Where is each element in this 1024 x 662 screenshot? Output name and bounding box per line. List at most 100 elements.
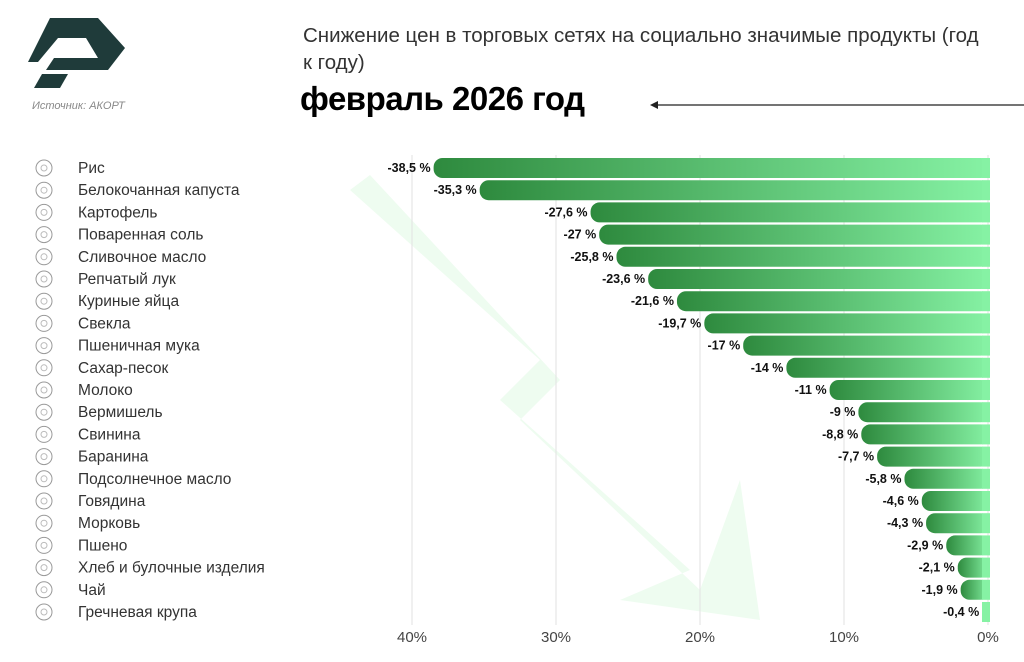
category-label: Морковь [78, 515, 140, 532]
bar [921, 491, 990, 511]
value-label: -0,4 % [943, 605, 979, 619]
x-tick-label: 30% [541, 629, 571, 646]
bar-end [982, 380, 990, 400]
value-label: -1,9 % [921, 583, 957, 597]
bar [704, 313, 990, 334]
value-label: -5,8 % [865, 472, 901, 486]
bar [786, 357, 990, 378]
bar-end [982, 513, 990, 534]
sunflower-oil-icon [35, 470, 53, 488]
bar-end [982, 446, 990, 467]
bar [479, 180, 990, 201]
bar-end [982, 180, 990, 201]
beet-icon [35, 314, 53, 332]
buckwheat-icon [35, 603, 53, 621]
x-tick-label: 0% [977, 629, 999, 646]
category-label: Сахар-песок [78, 360, 169, 377]
bar [926, 513, 990, 534]
value-label: -21,6 % [631, 294, 674, 308]
bar [877, 446, 990, 467]
bar [957, 557, 990, 578]
potato-icon [35, 203, 53, 221]
category-label: Свинина [78, 426, 141, 443]
akort-logo [28, 18, 125, 88]
milk-icon [35, 381, 53, 399]
bar-end [982, 602, 990, 622]
bar-end [982, 158, 990, 178]
value-label: -8,8 % [822, 427, 858, 441]
category-label: Гречневая крупа [78, 604, 197, 621]
bar-end [982, 357, 990, 378]
category-label: Картофель [78, 204, 157, 221]
value-label: -27 % [564, 228, 597, 242]
bar [858, 402, 990, 423]
onion-icon [35, 270, 53, 288]
value-label: -4,3 % [887, 516, 923, 530]
category-label: Молоко [78, 382, 133, 399]
chart-title: Снижение цен в торговых сетях на социаль… [303, 24, 979, 74]
value-label: -2,9 % [907, 538, 943, 552]
category-label: Свекла [78, 315, 131, 332]
category-label: Сливочное масло [78, 249, 206, 266]
bar-end [982, 313, 990, 334]
bar-end [982, 491, 990, 511]
flour-icon [35, 337, 53, 355]
bar [946, 535, 990, 556]
category-label: Репчатый лук [78, 271, 176, 288]
bar [676, 291, 990, 312]
chart-subtitle: февраль 2026 год [300, 80, 585, 117]
bar-end [982, 424, 990, 445]
bar-end [982, 557, 990, 578]
x-tick-label: 40% [397, 629, 427, 646]
category-label: Подсолнечное масло [78, 471, 231, 488]
tea-icon [35, 581, 53, 599]
bar [599, 224, 990, 245]
millet-icon [35, 536, 53, 554]
category-label: Чай [78, 582, 106, 599]
beef-icon [35, 492, 53, 510]
bar-end [982, 269, 990, 289]
bar [433, 158, 991, 178]
bar [648, 269, 990, 289]
category-label: Куриные яйца [78, 293, 179, 310]
category-label: Хлеб и булочные изделия [78, 560, 265, 577]
value-label: -2,1 % [919, 561, 955, 575]
category-label: Рис [78, 160, 105, 177]
value-label: -23,6 % [602, 272, 645, 286]
value-label: -7,7 % [838, 450, 874, 464]
arrow-left-icon [650, 101, 1024, 109]
bar-end [982, 246, 990, 267]
eggs-icon [35, 292, 53, 310]
value-label: -17 % [708, 339, 741, 353]
value-label: -9 % [830, 405, 856, 419]
bar [829, 380, 990, 400]
bar [743, 335, 990, 356]
category-label: Поваренная соль [78, 227, 203, 244]
sugar-icon [35, 359, 53, 377]
bar-end [982, 402, 990, 423]
value-label: -19,7 % [658, 316, 701, 330]
x-tick-label: 20% [685, 629, 715, 646]
x-tick-label: 10% [829, 629, 859, 646]
category-label: Белокочанная капуста [78, 182, 240, 199]
value-label: -35,3 % [434, 183, 477, 197]
value-label: -14 % [751, 361, 784, 375]
value-label: -38,5 % [388, 161, 431, 175]
bar-end [982, 335, 990, 356]
value-label: -27,6 % [544, 205, 587, 219]
watermark-arrow [350, 175, 760, 620]
value-label: -4,6 % [883, 494, 919, 508]
butter-icon [35, 248, 53, 266]
bar-end [982, 291, 990, 312]
bar-end [982, 468, 990, 489]
bar [616, 246, 990, 267]
rice-icon [35, 159, 53, 177]
bar [904, 468, 990, 489]
bar [861, 424, 990, 445]
bar [590, 202, 990, 223]
value-label: -25,8 % [570, 250, 613, 264]
bar-end [982, 535, 990, 556]
pork-icon [35, 425, 53, 443]
bar-end [982, 202, 990, 223]
